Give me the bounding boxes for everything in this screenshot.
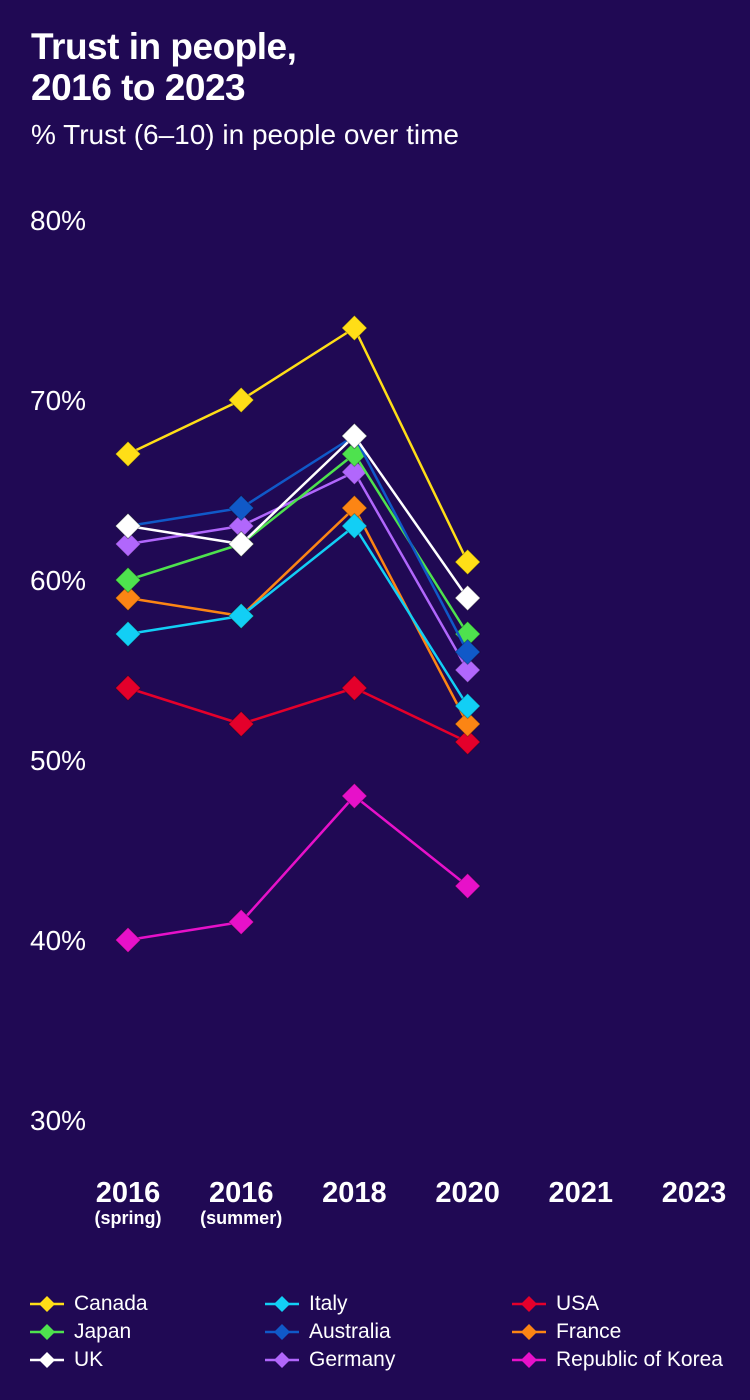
x-tick-label: 2020 <box>435 1177 500 1209</box>
legend-swatch-icon <box>30 1296 64 1312</box>
legend-item-canada: Canada <box>30 1290 148 1318</box>
legend-swatch-icon <box>512 1352 546 1368</box>
series-italy <box>114 512 481 720</box>
legend-swatch-icon <box>512 1296 546 1312</box>
chart-subtitle: % Trust (6–10) in people over time <box>31 119 459 150</box>
line-chart: 30%40%50%60%70%80% 2016(spring)2016(summ… <box>30 205 727 1228</box>
x-tick-sublabel: (spring) <box>95 1208 162 1228</box>
chart-title-line-1: Trust in people, <box>31 26 297 67</box>
data-point <box>454 548 481 576</box>
series-line-canada <box>127 326 469 563</box>
y-tick-label: 80% <box>30 205 86 236</box>
legend-item-usa: USA <box>512 1290 599 1318</box>
x-tick-sublabel: (summer) <box>200 1208 282 1228</box>
data-point <box>341 782 368 810</box>
data-point <box>454 656 481 684</box>
series-line-italy <box>127 524 469 707</box>
data-point <box>454 872 481 900</box>
data-point <box>114 584 142 612</box>
legend-item-republic-of-korea: Republic of Korea <box>512 1346 723 1374</box>
legend-label: Italy <box>309 1292 348 1315</box>
data-point <box>341 314 368 342</box>
data-point <box>227 602 255 630</box>
legend-swatch-icon <box>265 1296 299 1312</box>
legend-item-italy: Italy <box>265 1290 348 1318</box>
data-point <box>227 494 255 522</box>
series-republic-of-korea <box>114 782 481 954</box>
legend-item-france: France <box>512 1318 621 1346</box>
series-line-usa <box>127 686 469 744</box>
x-tick-label: 2018 <box>322 1177 387 1209</box>
data-point <box>227 386 255 414</box>
y-tick-label: 40% <box>30 925 86 956</box>
data-point <box>114 926 142 954</box>
data-point <box>341 422 368 450</box>
series-line-uk <box>127 434 469 599</box>
series-canada <box>114 314 481 576</box>
data-point <box>454 710 481 738</box>
legend-item-germany: Germany <box>265 1346 395 1374</box>
legend-label: Japan <box>74 1320 132 1343</box>
data-point <box>227 530 255 558</box>
legend-label: Canada <box>74 1292 148 1315</box>
legend-item-uk: UK <box>30 1346 103 1374</box>
series-usa <box>114 674 481 756</box>
x-axis: 2016(spring)2016(summer)2018 2020 2021 2023 <box>95 1177 727 1228</box>
data-point <box>454 728 481 756</box>
legend-item-japan: Japan <box>30 1318 131 1346</box>
legend-swatch-icon <box>265 1352 299 1368</box>
legend-swatch-icon <box>30 1352 64 1368</box>
x-tick-label: 2016 <box>209 1177 274 1209</box>
data-point <box>114 674 142 702</box>
data-point <box>454 638 481 666</box>
y-tick-label: 70% <box>30 385 86 416</box>
legend-label: Republic of Korea <box>556 1348 723 1371</box>
data-point <box>227 908 255 936</box>
y-axis: 30% 40% 50% 60% 70% 80% <box>30 205 86 1136</box>
legend-label: France <box>556 1320 622 1343</box>
legend-label: Germany <box>309 1348 396 1371</box>
series-line-republic-of-korea <box>127 794 469 942</box>
legend-label: Australia <box>309 1320 391 1343</box>
series-uk <box>114 422 481 612</box>
data-point <box>454 692 481 720</box>
legend-swatch-icon <box>512 1324 546 1340</box>
series-layer <box>114 314 481 954</box>
data-point <box>114 620 142 648</box>
legend: Canada Italy USA Japan Australia France UK Germ… <box>30 1290 740 1380</box>
data-point <box>114 440 142 468</box>
data-point <box>114 566 142 594</box>
series-line-australia <box>127 434 469 653</box>
data-point <box>341 674 368 702</box>
data-point <box>114 512 142 540</box>
x-tick-label: 2021 <box>549 1177 614 1209</box>
x-tick-label: 2016 <box>96 1177 161 1209</box>
legend-swatch-icon <box>30 1324 64 1340</box>
data-point <box>227 710 255 738</box>
y-tick-label: 60% <box>30 565 86 596</box>
legend-swatch-icon <box>265 1324 299 1340</box>
x-tick-label: 2023 <box>662 1177 727 1209</box>
data-point <box>114 530 142 558</box>
y-tick-label: 50% <box>30 745 86 776</box>
legend-item-australia: Australia <box>265 1318 391 1346</box>
y-tick-label: 30% <box>30 1105 86 1136</box>
data-point <box>454 584 481 612</box>
chart-title: Trust in people, 2016 to 2023 <box>31 26 631 108</box>
data-point <box>341 512 368 540</box>
series-line-france <box>127 506 469 725</box>
legend-label: UK <box>74 1348 104 1371</box>
chart-title-line-2: 2016 to 2023 <box>31 67 246 108</box>
legend-label: USA <box>556 1292 600 1315</box>
